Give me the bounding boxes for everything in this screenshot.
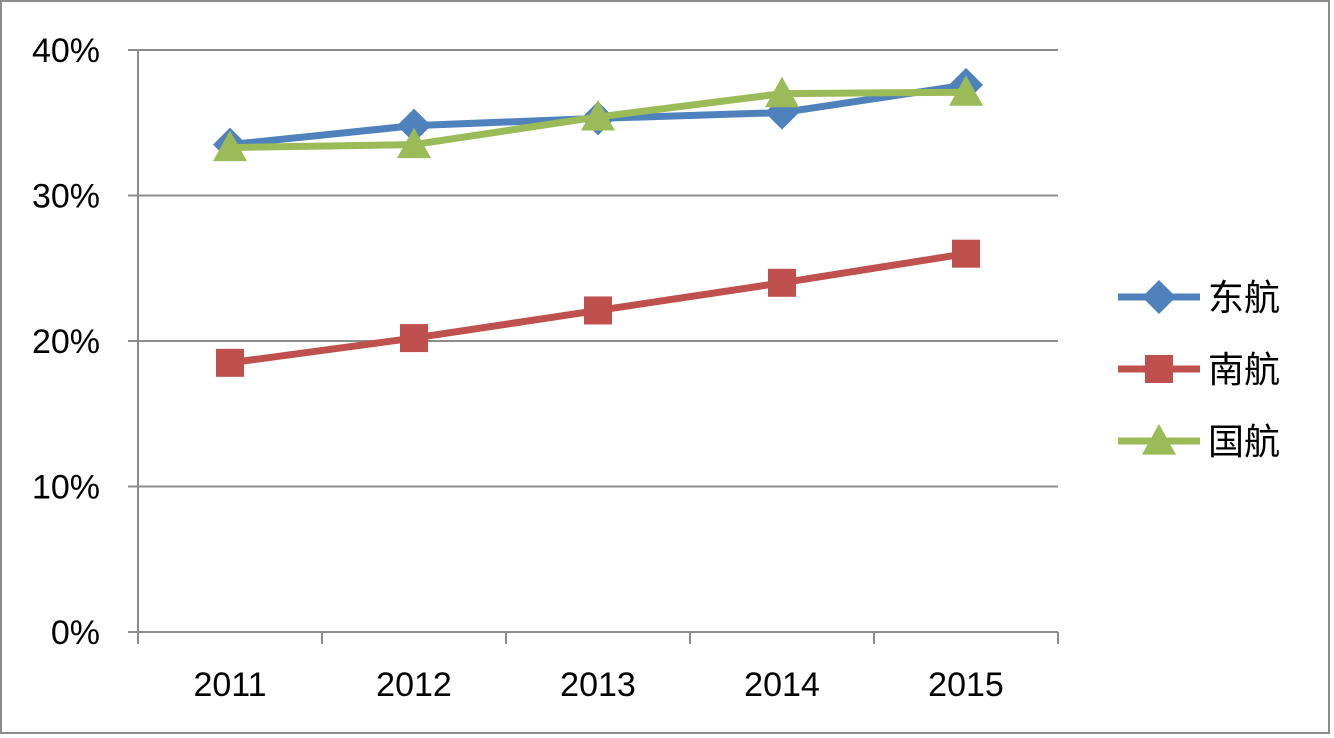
square-marker bbox=[768, 268, 796, 297]
x-tick-label: 2014 bbox=[744, 666, 820, 704]
legend-label: 东航 bbox=[1208, 278, 1280, 319]
square-marker bbox=[400, 324, 428, 353]
legend-label: 南航 bbox=[1208, 350, 1280, 391]
triangle-marker bbox=[213, 130, 247, 162]
legend-item: 国航 bbox=[1118, 422, 1280, 463]
y-tick-label: 10% bbox=[32, 469, 100, 507]
legend-label: 国航 bbox=[1208, 422, 1280, 463]
series-group bbox=[213, 75, 983, 162]
x-tick-label: 2011 bbox=[193, 666, 266, 704]
y-tick-label: 30% bbox=[32, 178, 100, 216]
triangle-marker bbox=[1142, 424, 1176, 455]
triangle-marker bbox=[949, 75, 983, 106]
gridlines bbox=[138, 49, 1058, 488]
diamond-marker bbox=[1142, 280, 1176, 314]
triangle-marker bbox=[397, 127, 431, 159]
legend-item: 南航 bbox=[1118, 350, 1280, 391]
x-tick-label: 2015 bbox=[928, 666, 1004, 704]
y-tick-label: 40% bbox=[32, 32, 100, 70]
triangle-marker bbox=[581, 99, 615, 131]
square-marker bbox=[1145, 355, 1173, 383]
square-marker bbox=[952, 239, 980, 268]
x-tick-label: 2013 bbox=[560, 666, 636, 704]
diamond-marker bbox=[397, 108, 431, 143]
y-tick-label: 20% bbox=[32, 323, 100, 361]
square-marker bbox=[216, 348, 244, 377]
x-tick-label: 2012 bbox=[376, 666, 452, 704]
series-group bbox=[216, 239, 980, 377]
square-marker bbox=[584, 296, 612, 325]
axes: 0% 10% 20% 30% 40% 2011 2012 2013 2014 2015 bbox=[32, 32, 1059, 704]
y-tick-label: 0% bbox=[51, 614, 100, 652]
legend-item: 东航 bbox=[1118, 278, 1280, 319]
series-lines bbox=[213, 67, 983, 377]
triangle-marker bbox=[765, 76, 799, 108]
